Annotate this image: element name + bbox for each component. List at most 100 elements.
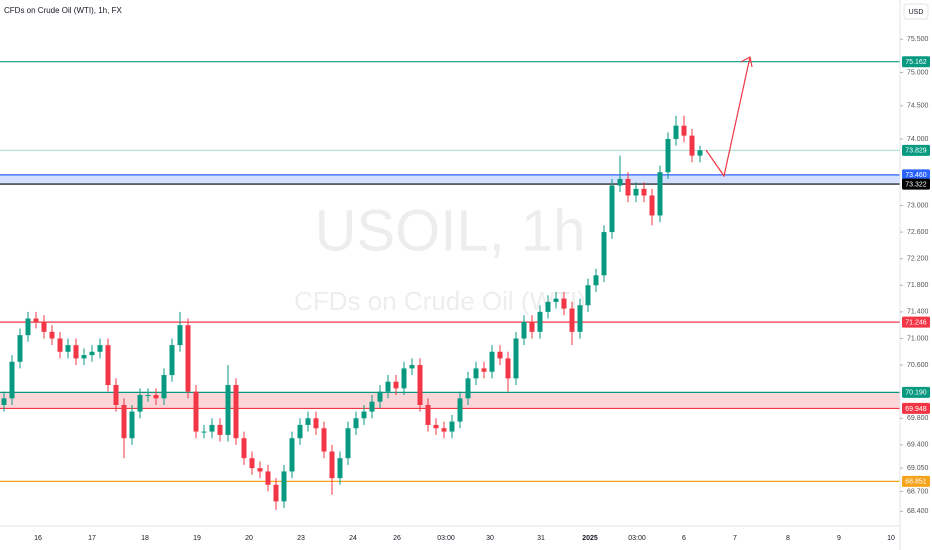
candle-body xyxy=(201,431,207,433)
candle-body xyxy=(569,308,575,332)
x-tick-label: 16 xyxy=(34,535,42,542)
y-tick-label: 70.600 xyxy=(907,362,929,369)
price-badge xyxy=(902,386,930,398)
price-badge xyxy=(902,178,930,190)
currency: USD xyxy=(909,9,924,16)
candle-body xyxy=(577,305,583,332)
plot xyxy=(0,56,900,511)
candle-body xyxy=(305,418,311,425)
candle-body xyxy=(649,195,655,216)
price-badge xyxy=(902,316,930,328)
candle-body xyxy=(9,361,15,399)
candle-body xyxy=(489,351,495,372)
candle-body xyxy=(449,421,455,432)
x-tick-label: 10 xyxy=(887,535,895,542)
x-tick-label: 31 xyxy=(537,535,545,542)
candle-body xyxy=(497,351,503,359)
candle-body xyxy=(553,298,559,302)
candle-body xyxy=(465,378,471,399)
price-badge xyxy=(902,144,930,156)
x-tick-label: 03:00 xyxy=(628,535,646,542)
x-tick-label: 7 xyxy=(733,535,737,542)
candle-body xyxy=(145,394,151,396)
candle-body xyxy=(225,385,231,435)
candle-body xyxy=(513,338,519,379)
candle-body xyxy=(665,138,671,173)
candle-body xyxy=(681,125,687,136)
zone xyxy=(0,392,900,409)
y-tick-label: 68.700 xyxy=(907,488,929,495)
candle-body xyxy=(657,172,663,216)
candle-body xyxy=(257,468,263,472)
candle-body xyxy=(273,484,279,502)
candle-body xyxy=(57,338,63,352)
candle-body xyxy=(65,345,71,352)
candle-body xyxy=(41,321,47,332)
price-badge-label: 75.162 xyxy=(905,59,927,66)
candle-body xyxy=(417,365,423,405)
candle-body xyxy=(537,311,543,332)
candle-body xyxy=(329,451,335,479)
projection-arrow xyxy=(705,56,751,178)
candle-body xyxy=(585,285,591,306)
price-badge-label: 68.851 xyxy=(905,479,927,486)
candle-body xyxy=(409,365,415,369)
watermark: USOIL, 1h xyxy=(315,198,586,263)
price-badge xyxy=(902,56,930,68)
candle-body xyxy=(289,438,295,472)
candle-body xyxy=(633,188,639,196)
candle-body xyxy=(625,178,631,196)
candle-body xyxy=(129,411,135,439)
candle-body xyxy=(697,150,703,156)
price-badge xyxy=(902,402,930,414)
candle-body xyxy=(345,428,351,459)
candle-body xyxy=(49,331,55,339)
candle-body xyxy=(401,368,407,389)
candle-body xyxy=(481,368,487,372)
y-tick-label: 71.400 xyxy=(907,309,929,316)
x-tick-label: 6 xyxy=(682,535,686,542)
candle-body xyxy=(521,321,527,339)
candle-body xyxy=(593,275,599,286)
price-badge-label: 70.190 xyxy=(905,390,927,397)
x-tick-label: 8 xyxy=(786,535,790,542)
x-tick-label: 19 xyxy=(193,535,201,542)
price-badge xyxy=(902,475,930,487)
candle-body xyxy=(233,385,239,439)
candle-body xyxy=(441,428,447,432)
candle-body xyxy=(33,318,39,322)
x-tick-label: 9 xyxy=(837,535,841,542)
candle-body xyxy=(457,398,463,422)
candle-body xyxy=(609,185,615,233)
candle-body xyxy=(393,381,399,389)
y-tick-label: 72.200 xyxy=(907,256,929,263)
chart-title: CFDs on Crude Oil (WTI), 1h, FX xyxy=(4,6,122,15)
x-tick-label: 26 xyxy=(393,535,401,542)
y-tick-label: 68.400 xyxy=(907,508,929,515)
arrow-head xyxy=(740,56,753,68)
candle-body xyxy=(617,178,623,186)
candle-body xyxy=(313,418,319,429)
candle-body xyxy=(249,458,255,469)
x-tick-label: 23 xyxy=(297,535,305,542)
candle-body xyxy=(97,345,103,352)
candle-body xyxy=(377,391,383,402)
candle-body xyxy=(265,471,271,485)
price-badge-label: 73.460 xyxy=(905,172,927,179)
currency-box[interactable] xyxy=(903,3,929,20)
x-tick-label: 03:00 xyxy=(437,535,455,542)
candle-body xyxy=(121,404,127,439)
y-tick-label: 71.800 xyxy=(907,282,929,289)
candle-body xyxy=(113,385,119,405)
x-tick-label: 2025 xyxy=(582,535,598,542)
candle-body xyxy=(601,232,607,276)
y-tick-label: 69.400 xyxy=(907,442,929,449)
candle-body xyxy=(193,391,199,432)
candle-body xyxy=(177,325,183,346)
candle-body xyxy=(73,345,79,359)
candle-body xyxy=(25,318,31,336)
y-tick-label: 69.050 xyxy=(907,465,929,472)
y-tick-label: 73.000 xyxy=(907,202,929,209)
candle-body xyxy=(185,325,191,392)
price-badge-label: 73.322 xyxy=(905,181,927,188)
